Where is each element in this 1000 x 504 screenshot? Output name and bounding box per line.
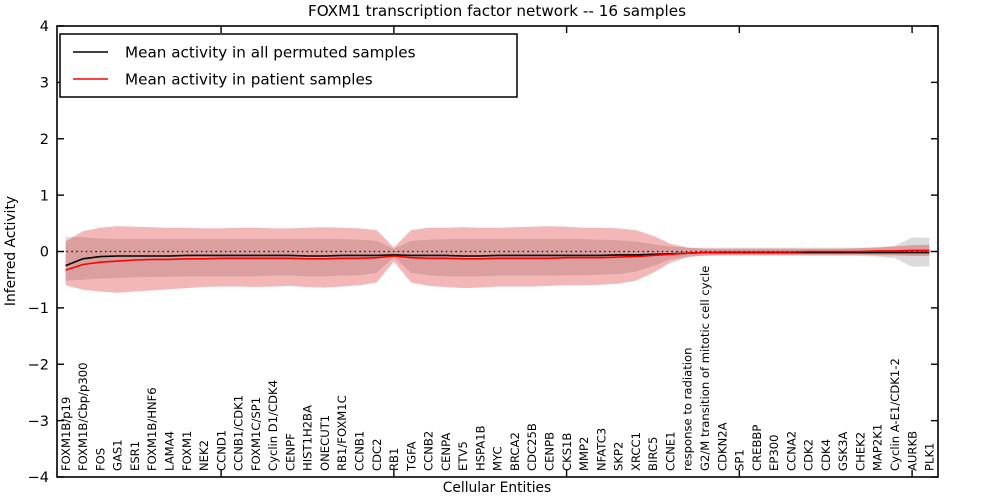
x-tick-label: CENPB [543, 432, 557, 471]
x-tick-label: G2/M transition of mitotic cell cycle [698, 266, 712, 471]
x-tick-label: ESR1 [128, 441, 142, 471]
y-tick-label: 1 [40, 188, 49, 204]
x-tick-label: CCNE1 [663, 431, 677, 471]
x-tick-label: Cyclin A-E1/CDK1-2 [888, 358, 902, 471]
x-tick-label: FOS [93, 448, 107, 471]
x-tick-label: SP1 [733, 449, 747, 471]
x-tick-label: ONECUT1 [318, 415, 332, 471]
x-tick-label: CDK2 [802, 439, 816, 471]
x-tick-label: BIRC5 [646, 437, 660, 471]
x-tick-labels: FOXM1B/p19 FOXM1B/Cbp/p300 FOS GAS1 ESR1 FOXM… [59, 266, 937, 472]
x-tick-label: FOXM1 [180, 431, 194, 471]
x-tick-label: CCNA2 [784, 431, 798, 471]
x-tick-label: MMP2 [577, 437, 591, 471]
x-tick-label: BRCA2 [508, 432, 522, 471]
y-tick-label: 0 [40, 245, 49, 261]
x-tick-label: CENPF [283, 433, 297, 471]
chart-title: FOXM1 transcription factor network -- 16… [308, 2, 686, 20]
x-tick-label: HIST1H2BA [301, 405, 315, 471]
x-tick-label: LAMA4 [163, 431, 177, 471]
x-tick-label: ETV5 [456, 441, 470, 471]
patient_mean-line [65, 249, 930, 271]
x-tick-label: FOXM1B/Cbp/p300 [76, 363, 90, 471]
y-tick-labels: 4 3 2 1 0 −1 −2 −3 −4 [28, 19, 49, 486]
x-tick-label: RB1/FOXM1C [335, 395, 349, 471]
x-tick-label: PLK1 [923, 443, 937, 471]
y-tick-label: 3 [40, 76, 49, 92]
x-tick-label: MYC [491, 446, 505, 471]
x-axis-label: Cellular Entities [443, 480, 552, 496]
x-tick-label: CCND1 [214, 430, 228, 471]
legend-permuted-label: Mean activity in all permuted samples [125, 44, 416, 62]
y-tick-label: −3 [28, 414, 49, 430]
x-tick-label: HSPA1B [473, 425, 487, 471]
x-tick-label: GSK3A [836, 432, 850, 471]
x-tick-label: AURKB [905, 431, 919, 471]
y-tick-label: −4 [28, 470, 49, 486]
x-tick-label: CKS1B [560, 433, 574, 471]
legend-box [59, 33, 518, 98]
x-tick-label: CCNB2 [422, 431, 436, 471]
x-tick-label: CDKN2A [715, 422, 729, 471]
legend: Mean activity in all permuted samples Me… [59, 33, 518, 98]
x-tick-label: GAS1 [111, 439, 125, 471]
x-tick-label: NEK2 [197, 440, 211, 471]
legend-patient-label: Mean activity in patient samples [125, 71, 373, 89]
x-tick-label: EP300 [767, 435, 781, 471]
mean-lines [65, 249, 930, 271]
x-tick-label: Cyclin D1/CDK4 [266, 380, 280, 471]
x-tick-label: CDC2 [370, 439, 384, 472]
y-tick-label: −2 [28, 357, 49, 373]
x-tick-label: CDC25B [525, 423, 539, 471]
x-tick-label: response to radiation [681, 348, 695, 471]
axes-frame [56, 25, 939, 478]
x-tick-label: CHEK2 [854, 432, 868, 471]
x-tick-label: XRCC1 [629, 432, 643, 471]
x-tick-label: SKP2 [612, 442, 626, 471]
y-tick-label: −1 [28, 301, 49, 317]
x-tick-label: FOXM1C/SP1 [249, 397, 263, 471]
x-tick-label: CCNB1/CDK1 [232, 395, 246, 471]
x-tick-label: CENPA [439, 433, 453, 471]
patient_band [65, 226, 930, 293]
y-tick-label: 2 [40, 132, 49, 148]
x-tick-label: CDK4 [819, 439, 833, 471]
y-tick-label: 4 [40, 19, 49, 35]
x-tick-label: CCNB1 [353, 431, 367, 471]
x-tick-label: RB1 [387, 448, 401, 471]
y-axis-label: Inferred Activity [3, 196, 19, 306]
x-tick-label: FOXM1B/p19 [59, 397, 73, 471]
x-tick-label: MAP2K1 [871, 424, 885, 471]
x-tick-label: TGFA [404, 441, 418, 472]
x-tick-label: FOXM1B/HNF6 [145, 387, 159, 471]
x-tick-label: CREBBP [750, 425, 764, 471]
x-tick-label: NFATC3 [594, 428, 608, 471]
